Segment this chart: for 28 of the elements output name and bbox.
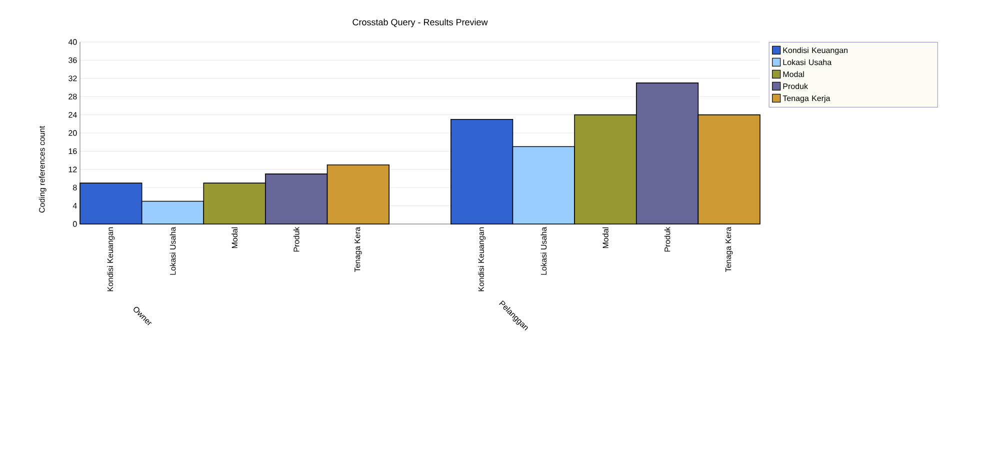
legend-label: Lokasi Usaha (783, 59, 832, 66)
y-tick-label: 24 (68, 112, 77, 118)
legend-label: Modal (783, 71, 804, 78)
legend-label: Produk (783, 83, 808, 90)
x-tick-label: Produk (293, 226, 300, 252)
x-tick-label: Kondisi Keuangan (478, 227, 486, 292)
y-tick-label: 32 (68, 76, 77, 82)
legend-label: Kondisi Keuangan (783, 47, 848, 55)
y-tick-label: 40 (68, 39, 77, 45)
y-tick-label: 8 (73, 184, 77, 190)
y-axis-title: Coding references count (38, 126, 46, 213)
y-tick-label: 0 (73, 221, 77, 227)
x-tick-label: Produk (664, 226, 670, 252)
x-tick-label: Tenaga Kera (354, 226, 362, 272)
x-tick-label: Lokasi Usaha (170, 226, 176, 275)
x-tick-label: Modal (232, 227, 238, 248)
x-tick-label: Modal (602, 227, 608, 248)
y-tick-label: 28 (68, 94, 77, 100)
x-tick-label: Kondisi Keuangan (107, 227, 115, 292)
y-tick-label: 16 (68, 148, 77, 154)
y-tick-label: 4 (72, 203, 77, 209)
y-tick-label: 12 (68, 166, 77, 172)
x-tick-label: Lokasi Usaha (540, 226, 547, 275)
y-tick-label: 36 (68, 57, 77, 64)
y-tick-label: 20 (68, 130, 77, 136)
x-tick-label: Tenaga Kera (726, 226, 733, 272)
legend-label: Tenaga Kerja (782, 95, 830, 103)
chart-title: Crosstab Query - Results Preview (352, 18, 488, 28)
